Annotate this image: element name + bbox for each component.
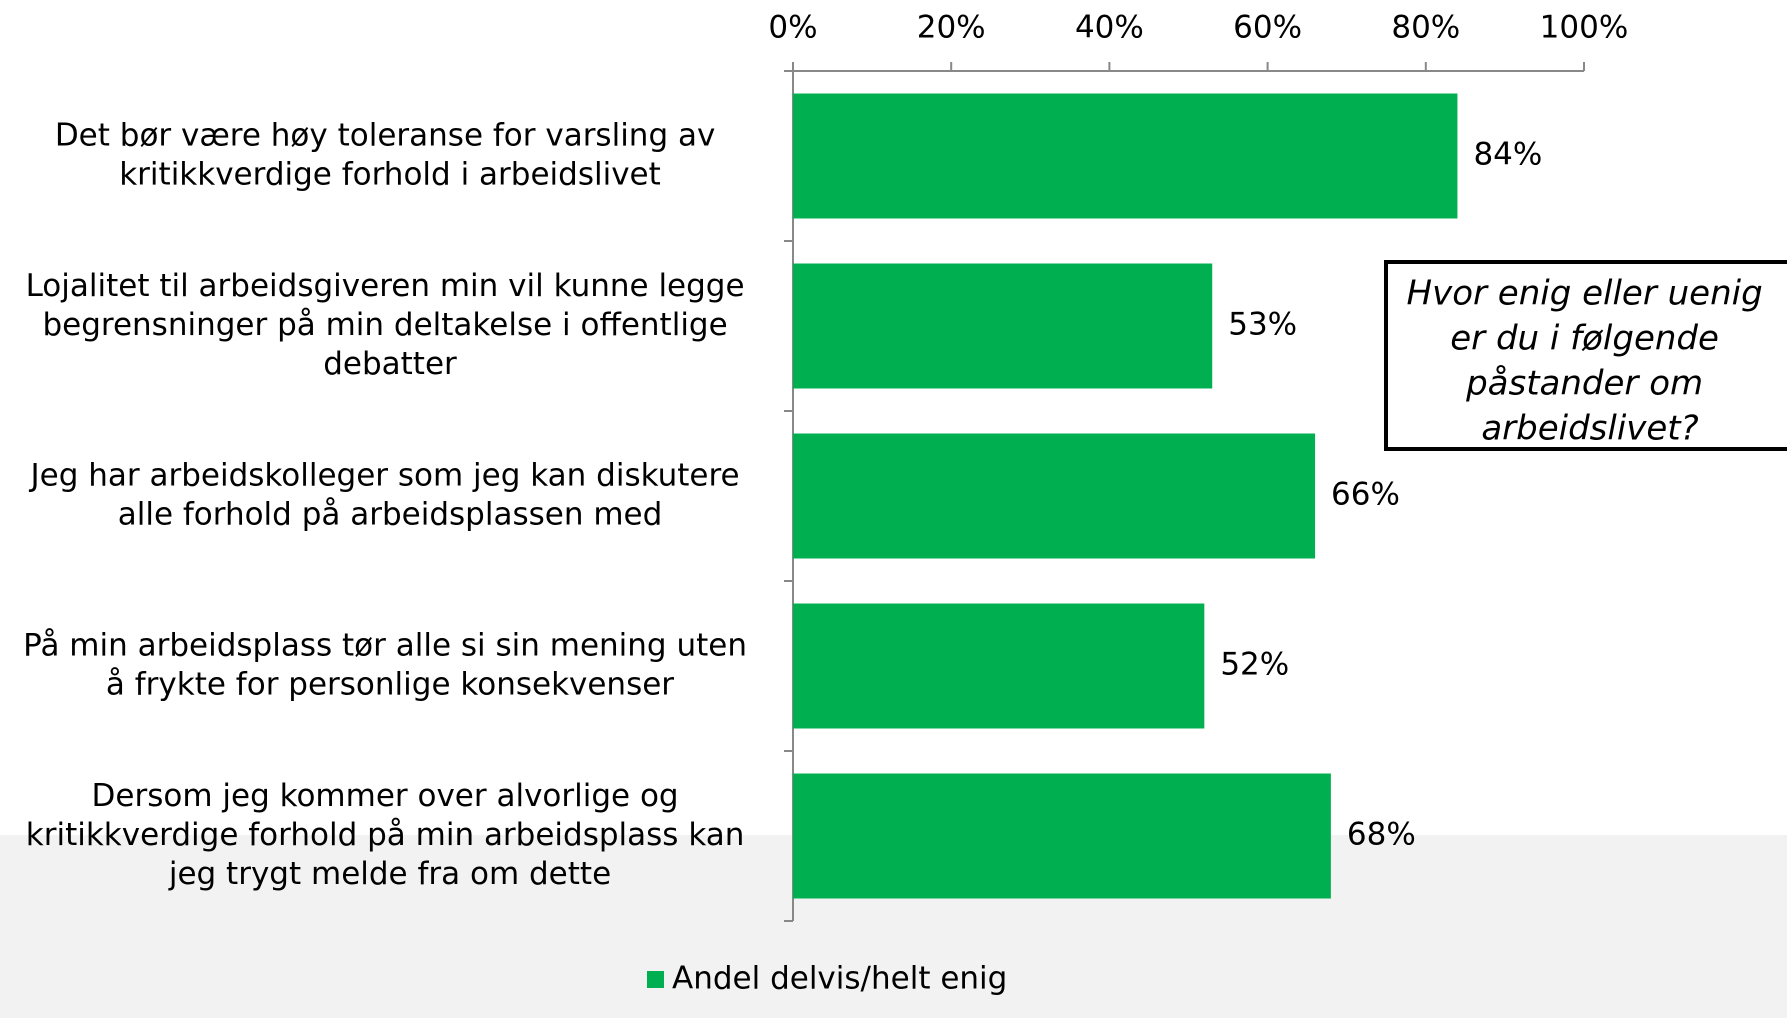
value-label: 84% [1473, 137, 1542, 173]
y-tick-label: Det bør være høy toleranse for varsling … [55, 117, 725, 192]
legend-swatch [647, 971, 664, 988]
y-tick-label: Jeg har arbeidskolleger som jeg kan disk… [29, 457, 750, 532]
value-label: 52% [1220, 647, 1289, 683]
y-tick-label: Dersom jeg kommer over alvorlige og krit… [26, 778, 754, 892]
x-tick-label: 20% [917, 10, 986, 46]
value-label: 66% [1331, 477, 1400, 513]
bar [793, 603, 1205, 729]
bar [793, 773, 1331, 899]
x-tick-label: 80% [1391, 10, 1460, 46]
y-tick-label: På min arbeidsplass tør alle si sin meni… [23, 627, 757, 702]
x-tick-label: 0% [768, 10, 817, 46]
y-tick-label: Lojalitet til arbeidsgiveren min vil kun… [26, 268, 755, 382]
value-label: 68% [1347, 817, 1416, 853]
legend-label: Andel delvis/helt enig [672, 961, 1007, 997]
annotation: Hvor enig eller uenig er du i følgende p… [1407, 273, 1774, 448]
value-label: 53% [1228, 307, 1297, 343]
x-tick-label: 40% [1075, 10, 1144, 46]
x-tick-label: 60% [1233, 10, 1302, 46]
bar [793, 433, 1316, 559]
x-tick-label: 100% [1540, 10, 1629, 46]
bar [793, 93, 1458, 219]
annotation-box [1384, 260, 1787, 451]
bar [793, 263, 1213, 389]
